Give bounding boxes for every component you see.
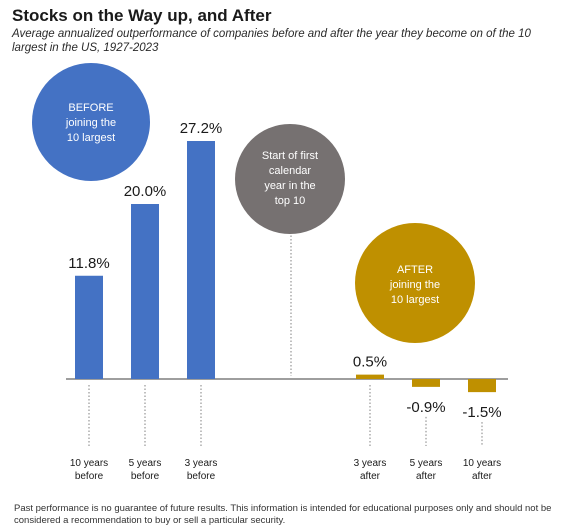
bubble-start-text: calendar (269, 165, 312, 177)
bubble-before-text: BEFORE (68, 102, 113, 114)
bar-3 (187, 141, 215, 379)
category-label-line: after (416, 471, 437, 482)
chart-subtitle: Average annualized outperformance of com… (12, 28, 531, 54)
value-label-5: -0.9% (406, 399, 445, 416)
category-label-line: 10 years (70, 458, 108, 469)
value-label-6: -1.5% (462, 404, 501, 421)
category-label-4: 3 years after (354, 458, 387, 482)
value-label-4: 0.5% (353, 354, 387, 371)
category-label-line: before (187, 471, 216, 482)
category-label-line: after (360, 471, 381, 482)
value-label-1: 11.8% (68, 255, 109, 272)
category-label-6: 10 years after (463, 458, 501, 482)
category-label-3: 3 years before (185, 458, 218, 482)
bar-6 (468, 379, 496, 393)
category-label-1: 10 years before (70, 458, 108, 482)
bubble-start-text: top 10 (275, 195, 306, 207)
bubble-after (355, 223, 475, 343)
value-label-3: 27.2% (180, 120, 223, 137)
category-label-line: 5 years (129, 458, 162, 469)
category-label-line: 3 years (354, 458, 387, 469)
bar-5 (412, 379, 440, 387)
chart-title: Stocks on the Way up, and After (12, 6, 272, 25)
bubble-before (32, 63, 150, 181)
bubble-start-text: Start of first (262, 150, 318, 162)
bubble-after-text: joining the (389, 279, 440, 291)
bubble-before-text: joining the (65, 117, 116, 129)
footnote: Past performance is no guarantee of futu… (14, 503, 552, 526)
bubble-before-text: 10 largest (67, 132, 115, 144)
bar-chart: 11.8% 10 years before 20.0% 5 years before 27.… (32, 63, 508, 482)
bar-1 (75, 275, 103, 379)
category-label-5: 5 years after (410, 458, 443, 482)
category-label-line: after (472, 471, 493, 482)
category-label-line: 5 years (410, 458, 443, 469)
category-label-line: 3 years (185, 458, 218, 469)
bubble-start (235, 124, 345, 234)
category-label-line: before (131, 471, 160, 482)
bubble-start-text: year in the (264, 180, 315, 192)
bar-4 (356, 374, 384, 379)
bubble-after-text: 10 largest (391, 294, 439, 306)
value-label-2: 20.0% (124, 183, 167, 200)
bar-2 (131, 204, 159, 379)
bubble-after-text: AFTER (397, 264, 433, 276)
category-label-line: before (75, 471, 104, 482)
category-label-2: 5 years before (129, 458, 162, 482)
category-label-line: 10 years (463, 458, 501, 469)
